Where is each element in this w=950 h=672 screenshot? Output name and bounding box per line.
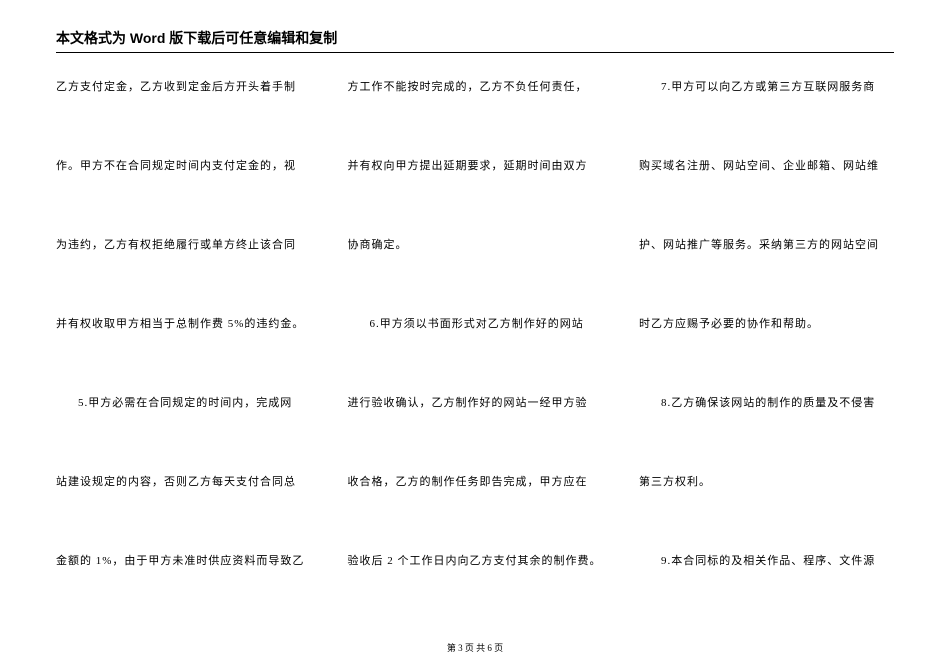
- column-3: 7.甲方可以向乙方或第三方互联网服务商 购买域名注册、网站空间、企业邮箱、网站维…: [639, 78, 894, 631]
- text-line: 验收后 2 个工作日内向乙方支付其余的制作费。: [348, 552, 603, 568]
- text-line: 9.本合同标的及相关作品、程序、文件源: [639, 552, 894, 568]
- text-line: 6.甲方须以书面形式对乙方制作好的网站: [348, 315, 603, 331]
- text-line: 协商确定。: [348, 236, 603, 252]
- text-line: 5.甲方必需在合同规定的时间内，完成网: [56, 394, 311, 410]
- text-line: 时乙方应赐予必要的协作和帮助。: [639, 315, 894, 331]
- text-line: 金额的 1%，由于甲方未准时供应资料而导致乙: [56, 552, 311, 568]
- text-line: 购买域名注册、网站空间、企业邮箱、网站维: [639, 157, 894, 173]
- text-line: 7.甲方可以向乙方或第三方互联网服务商: [639, 78, 894, 94]
- text-line: 8.乙方确保该网站的制作的质量及不侵害: [639, 394, 894, 410]
- text-line: 为违约，乙方有权拒绝履行或单方终止该合同: [56, 236, 311, 252]
- column-2: 方工作不能按时完成的，乙方不负任何责任， 并有权向甲方提出延期要求，延期时间由双…: [348, 78, 603, 631]
- column-1: 乙方支付定金，乙方收到定金后方开头着手制 作。甲方不在合同规定时间内支付定金的，…: [56, 78, 311, 631]
- text-line: 护、网站推广等服务。采纳第三方的网站空间: [639, 236, 894, 252]
- text-line: 收合格，乙方的制作任务即告完成，甲方应在: [348, 473, 603, 489]
- text-line: 并有权向甲方提出延期要求，延期时间由双方: [348, 157, 603, 173]
- text-line: 作。甲方不在合同规定时间内支付定金的，视: [56, 157, 311, 173]
- text-line: 方工作不能按时完成的，乙方不负任何责任，: [348, 78, 603, 94]
- text-columns: 乙方支付定金，乙方收到定金后方开头着手制 作。甲方不在合同规定时间内支付定金的，…: [56, 78, 894, 631]
- page-title: 本文格式为 Word 版下载后可任意编辑和复制: [56, 28, 894, 53]
- text-line: 第三方权利。: [639, 473, 894, 489]
- text-line: 进行验收确认，乙方制作好的网站一经甲方验: [348, 394, 603, 410]
- text-line: 站建设规定的内容，否则乙方每天支付合同总: [56, 473, 311, 489]
- page-footer: 第 3 页 共 6 页: [0, 641, 950, 654]
- text-line: 并有权收取甲方相当于总制作费 5%的违约金。: [56, 315, 311, 331]
- text-line: 乙方支付定金，乙方收到定金后方开头着手制: [56, 78, 311, 94]
